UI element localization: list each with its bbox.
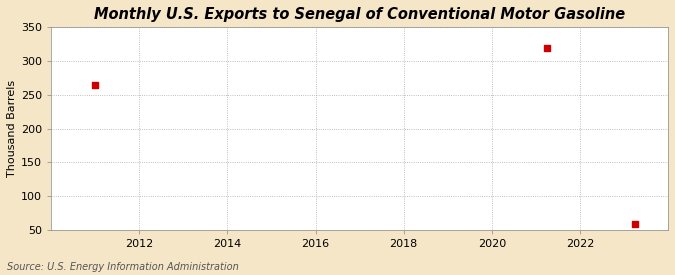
Text: Source: U.S. Energy Information Administration: Source: U.S. Energy Information Administ… bbox=[7, 262, 238, 272]
Point bbox=[541, 45, 552, 50]
Point bbox=[630, 222, 641, 227]
Y-axis label: Thousand Barrels: Thousand Barrels bbox=[7, 80, 17, 177]
Title: Monthly U.S. Exports to Senegal of Conventional Motor Gasoline: Monthly U.S. Exports to Senegal of Conve… bbox=[94, 7, 625, 22]
Point bbox=[90, 82, 101, 87]
